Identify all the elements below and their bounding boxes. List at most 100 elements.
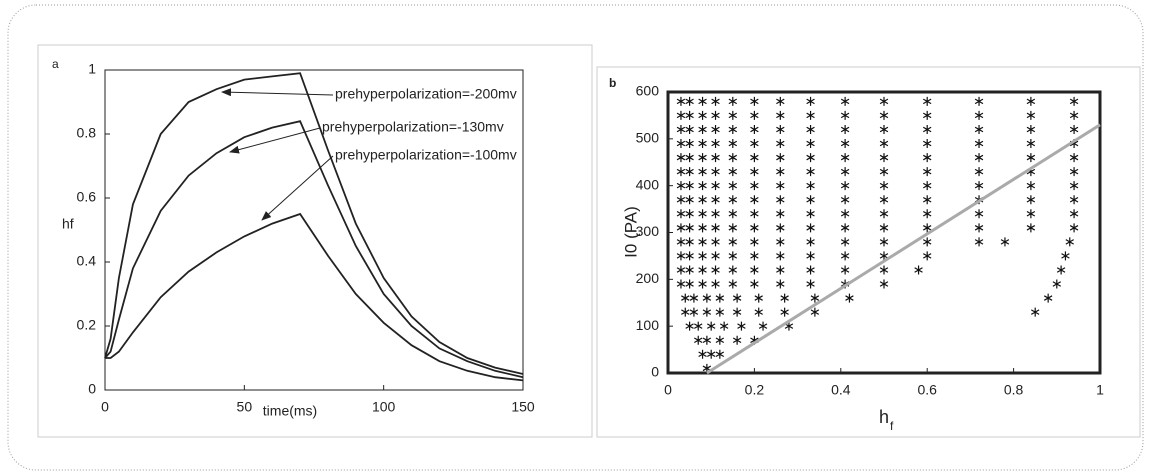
star-marker bbox=[698, 265, 707, 275]
star-marker bbox=[711, 167, 720, 177]
star-marker bbox=[698, 110, 707, 120]
star-marker bbox=[711, 181, 720, 191]
star-marker bbox=[1026, 124, 1036, 134]
y-tick-label: 0 bbox=[88, 381, 96, 397]
y-tick-label: 300 bbox=[636, 223, 660, 239]
star-marker bbox=[685, 321, 694, 331]
x-tick-label: 100 bbox=[372, 399, 396, 415]
annotation: prehyperpolarization=-100mv bbox=[335, 147, 517, 163]
star-marker bbox=[732, 307, 742, 317]
star-marker bbox=[879, 153, 889, 163]
x-tick-label: 50 bbox=[237, 399, 253, 415]
star-marker bbox=[750, 124, 759, 134]
star-marker bbox=[879, 110, 889, 120]
star-marker bbox=[750, 209, 759, 219]
x-tick-label: 0.8 bbox=[1004, 382, 1024, 398]
star-marker bbox=[715, 293, 725, 303]
star-marker bbox=[754, 307, 763, 317]
star-marker bbox=[750, 167, 759, 177]
x-axis-label: time(ms) bbox=[263, 403, 317, 419]
star-marker bbox=[879, 265, 889, 275]
star-marker bbox=[706, 349, 716, 359]
star-marker bbox=[1069, 209, 1079, 219]
star-marker bbox=[840, 181, 850, 191]
star-marker bbox=[728, 279, 738, 289]
star-marker bbox=[685, 153, 694, 163]
star-marker bbox=[1061, 251, 1070, 261]
star-marker bbox=[922, 251, 932, 261]
star-marker bbox=[806, 237, 815, 247]
star-marker bbox=[922, 181, 932, 191]
star-marker bbox=[806, 124, 815, 134]
panel-b-frame bbox=[596, 66, 1141, 438]
star-marker bbox=[1000, 237, 1010, 247]
star-marker bbox=[754, 293, 763, 303]
star-marker bbox=[845, 293, 854, 303]
star-marker bbox=[879, 181, 889, 191]
star-marker bbox=[1026, 139, 1036, 149]
y-tick-label: 0.6 bbox=[77, 189, 97, 205]
star-marker bbox=[750, 265, 759, 275]
star-marker bbox=[728, 209, 738, 219]
panel-label: a bbox=[52, 57, 59, 71]
star-marker bbox=[879, 195, 889, 205]
star-marker bbox=[750, 96, 759, 106]
star-marker bbox=[711, 279, 720, 289]
star-marker bbox=[776, 279, 785, 289]
star-marker bbox=[806, 153, 815, 163]
star-marker bbox=[840, 251, 850, 261]
star-marker bbox=[840, 265, 850, 275]
star-marker bbox=[776, 167, 785, 177]
star-marker bbox=[728, 153, 738, 163]
star-marker bbox=[698, 209, 707, 219]
x-tick-label: 0 bbox=[101, 399, 109, 415]
star-marker bbox=[974, 96, 984, 106]
star-marker bbox=[1069, 167, 1079, 177]
x-axis-label: h bbox=[879, 407, 889, 427]
star-marker bbox=[776, 251, 785, 261]
star-marker bbox=[922, 139, 932, 149]
star-marker bbox=[698, 124, 707, 134]
star-marker bbox=[1069, 110, 1079, 120]
star-marker bbox=[676, 153, 686, 163]
star-marker bbox=[715, 349, 725, 359]
star-marker bbox=[806, 139, 815, 149]
star-marker bbox=[685, 96, 694, 106]
star-marker bbox=[685, 265, 694, 275]
star-marker bbox=[698, 195, 707, 205]
star-marker bbox=[1056, 265, 1066, 275]
star-marker bbox=[676, 237, 686, 247]
fit-line bbox=[706, 123, 1101, 375]
plot-frame bbox=[666, 90, 1102, 375]
star-marker bbox=[685, 139, 694, 149]
x-tick-label: 150 bbox=[511, 399, 535, 415]
star-marker bbox=[879, 139, 889, 149]
star-marker bbox=[810, 307, 820, 317]
star-marker bbox=[840, 153, 850, 163]
star-marker bbox=[1069, 223, 1079, 233]
star-marker bbox=[676, 124, 686, 134]
star-marker bbox=[676, 209, 686, 219]
star-marker bbox=[1069, 181, 1079, 191]
star-marker bbox=[728, 265, 738, 275]
star-marker bbox=[1026, 153, 1036, 163]
star-marker bbox=[974, 153, 984, 163]
star-marker bbox=[776, 265, 785, 275]
star-marker bbox=[806, 209, 815, 219]
star-marker bbox=[840, 195, 850, 205]
star-marker bbox=[1069, 153, 1079, 163]
x-tick-label: 1 bbox=[1096, 382, 1104, 398]
star-marker bbox=[711, 124, 720, 134]
y-tick-label: 0.8 bbox=[77, 125, 97, 141]
star-marker bbox=[840, 110, 850, 120]
star-marker bbox=[810, 293, 820, 303]
star-marker bbox=[676, 251, 686, 261]
star-marker bbox=[758, 321, 768, 331]
star-marker bbox=[974, 124, 984, 134]
star-marker bbox=[689, 307, 699, 317]
star-marker bbox=[728, 96, 738, 106]
star-marker bbox=[698, 349, 707, 359]
star-marker bbox=[840, 139, 850, 149]
star-marker bbox=[685, 279, 694, 289]
